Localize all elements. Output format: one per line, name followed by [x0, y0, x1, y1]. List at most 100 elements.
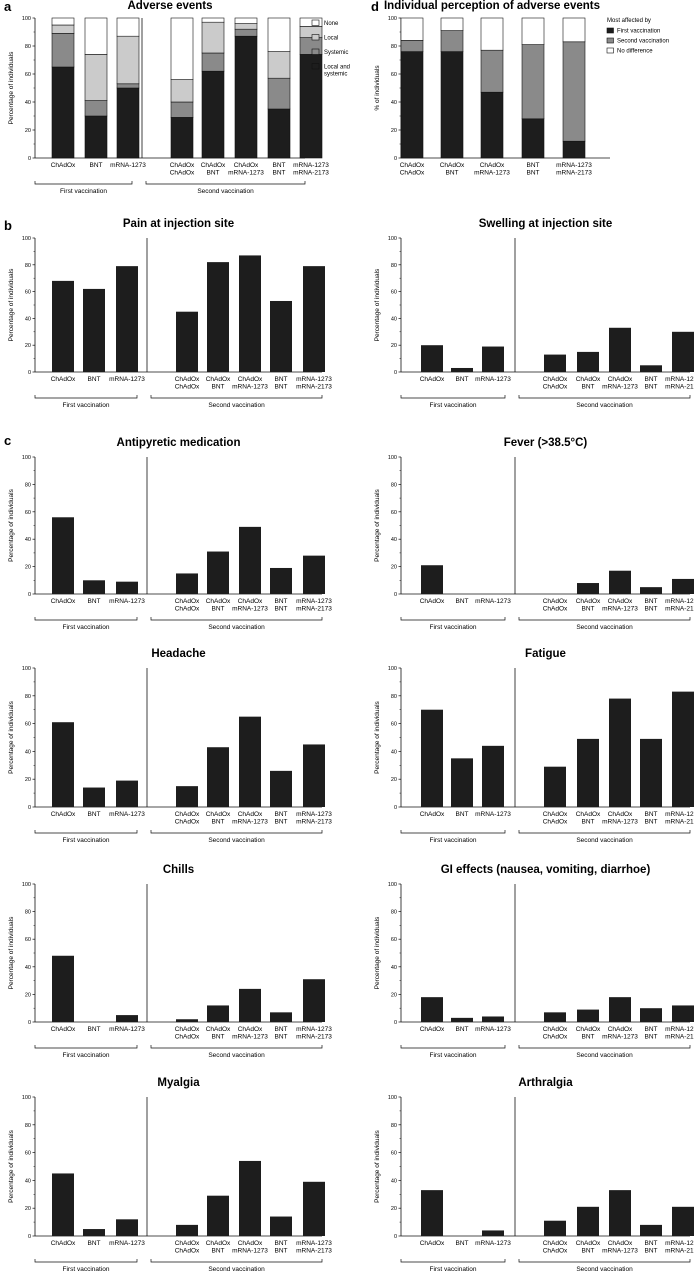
- x-tick-label: ChAdOx: [51, 1240, 76, 1247]
- bar-segment: [170, 17, 194, 80]
- x-tick-label: mRNA-1273: [602, 819, 638, 826]
- bar: [116, 1219, 138, 1236]
- x-tick-label: BNT: [582, 1034, 595, 1041]
- group-bracket: [518, 1259, 691, 1263]
- group-bracket: [150, 1259, 323, 1263]
- bar-segment: [267, 108, 291, 159]
- x-tick-label: ChAdOx: [175, 1248, 200, 1255]
- x-tick-label: ChAdOx: [175, 606, 200, 613]
- group-bracket: [400, 830, 506, 834]
- y-tick-label: 80: [25, 694, 31, 700]
- x-tick-label: mRNA-2173: [556, 170, 592, 177]
- group-label: First vaccination: [430, 1266, 477, 1272]
- bar: [640, 587, 662, 594]
- x-tick-label: BNT: [212, 1034, 225, 1041]
- y-tick-label: 20: [25, 343, 31, 349]
- bar: [672, 1005, 694, 1022]
- group-bracket: [150, 617, 323, 621]
- group-bracket: [518, 1045, 691, 1049]
- group-bracket: [400, 1259, 506, 1263]
- group-bracket: [150, 830, 323, 834]
- y-tick-label: 100: [22, 666, 31, 672]
- x-tick-label: ChAdOx: [543, 819, 568, 826]
- y-tick-label: 80: [391, 694, 397, 700]
- bar: [303, 744, 325, 807]
- x-tick-label: ChAdOx: [576, 598, 601, 605]
- group-label: Second vaccination: [576, 837, 633, 844]
- x-tick-label: mRNA-2173: [296, 606, 332, 613]
- group-bracket: [34, 1045, 138, 1049]
- legend-title: Most affected by: [607, 18, 651, 24]
- bar: [640, 738, 662, 807]
- x-tick-label: BNT: [645, 384, 658, 391]
- y-tick-label: 40: [391, 316, 397, 322]
- group-label: Second vaccination: [197, 188, 254, 195]
- panel-label-c: c: [4, 433, 11, 448]
- bar: [270, 567, 292, 594]
- y-tick-label: 100: [388, 882, 397, 888]
- x-tick-label: ChAdOx: [543, 606, 568, 613]
- chart-d: Individual perception of adverse events 0…: [374, 0, 669, 177]
- chart-swelling: Swelling at injection site 0 20 40 60 80 100 Pe…: [374, 218, 694, 409]
- x-tick-label: BNT: [446, 170, 459, 177]
- bar: [303, 979, 325, 1022]
- x-tick-label: ChAdOx: [175, 376, 200, 383]
- bar-segment: [440, 51, 464, 159]
- y-tick-label: 40: [25, 749, 31, 755]
- bar-segment: [201, 21, 225, 54]
- x-tick-label: mRNA-1273: [474, 170, 510, 177]
- y-tick-label: 20: [25, 565, 31, 571]
- bar: [672, 578, 694, 594]
- y-tick-label: 100: [388, 16, 397, 22]
- x-tick-label: BNT: [456, 811, 469, 818]
- bar-segment: [201, 17, 225, 23]
- bar: [482, 1230, 504, 1236]
- x-tick-label: BNT: [275, 1240, 288, 1247]
- x-tick-label: ChAdOx: [543, 1034, 568, 1041]
- y-tick-label: 20: [391, 992, 397, 998]
- x-tick-label: ChAdOx: [238, 1026, 263, 1033]
- bar: [421, 1190, 443, 1236]
- x-tick-label: mRNA-2173: [665, 1248, 694, 1255]
- bar: [672, 331, 694, 372]
- legend-swatch: [606, 37, 614, 44]
- group-label: Second vaccination: [576, 624, 633, 631]
- bar: [577, 1206, 599, 1236]
- x-tick-label: ChAdOx: [175, 819, 200, 826]
- bar: [116, 780, 138, 807]
- x-tick-label: ChAdOx: [170, 162, 195, 169]
- x-tick-label: mRNA-2173: [296, 1248, 332, 1255]
- x-tick-label: ChAdOx: [576, 376, 601, 383]
- x-tick-label: mRNA-1273: [232, 819, 268, 826]
- panel-label-b: b: [4, 218, 12, 233]
- group-label: First vaccination: [63, 1266, 110, 1272]
- x-tick-label: ChAdOx: [51, 1026, 76, 1033]
- chart-arthralgia: Arthralgia 0 20 40 60 80 100 Percentage of indi…: [374, 1077, 694, 1272]
- y-tick-label: 80: [391, 263, 397, 269]
- bar: [421, 345, 443, 372]
- y-tick-label: 60: [391, 510, 397, 516]
- bar: [52, 280, 74, 372]
- chart-gi: GI effects (nausea, vomiting, diarrhoe) 0…: [374, 864, 694, 1059]
- chart-title: Myalgia: [157, 1077, 200, 1089]
- x-tick-label: ChAdOx: [201, 162, 226, 169]
- bar: [451, 367, 473, 372]
- x-tick-label: ChAdOx: [51, 811, 76, 818]
- y-tick-label: 40: [391, 749, 397, 755]
- x-tick-label: BNT: [212, 384, 225, 391]
- x-tick-label: BNT: [275, 1026, 288, 1033]
- x-tick-label: ChAdOx: [238, 598, 263, 605]
- legend-swatch: [311, 19, 320, 26]
- bar-segment: [299, 54, 323, 159]
- bar: [482, 1016, 504, 1022]
- bar-segment: [51, 66, 75, 159]
- bar-segment: [51, 24, 75, 34]
- bar-segment: [440, 30, 464, 52]
- y-tick-label: 0: [394, 592, 397, 598]
- group-label: First vaccination: [60, 188, 107, 195]
- y-tick-label: 0: [28, 156, 31, 162]
- chart-title: Chills: [163, 864, 194, 876]
- bar: [116, 581, 138, 594]
- group-bracket: [34, 395, 138, 399]
